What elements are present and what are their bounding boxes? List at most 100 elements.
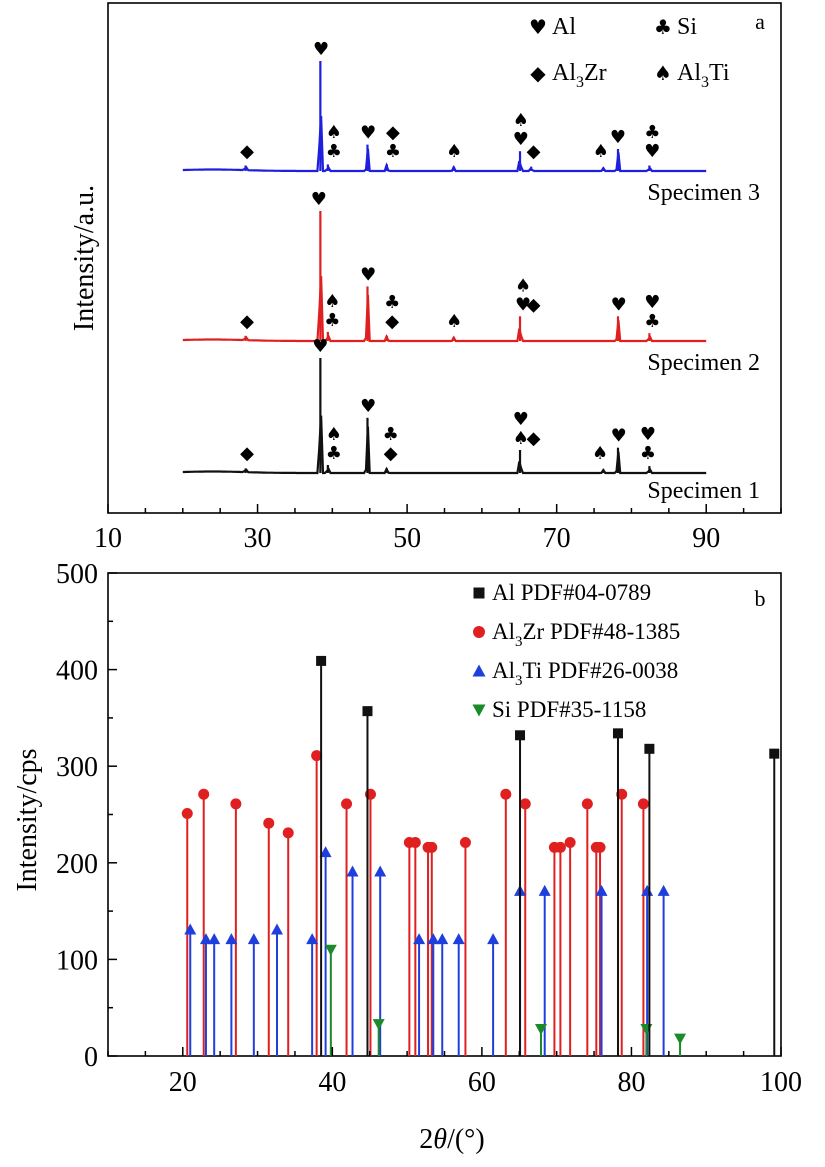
- triangle-up-marker: [538, 884, 551, 896]
- panel-a-x-ticks: 10 30 50 70 90: [94, 504, 782, 554]
- triangle-up-marker: [427, 933, 440, 945]
- al-icon: ♥: [360, 123, 376, 144]
- circle-marker: [282, 827, 294, 839]
- al-icon: ♥: [513, 409, 529, 430]
- legend-entry-al3ti-pdf-26-0038: Al3Ti PDF#26-0038: [472, 658, 678, 689]
- al-icon: ♥: [529, 15, 547, 39]
- series-label-specimen-3: Specimen 3: [647, 180, 760, 206]
- circle-marker: [554, 841, 566, 853]
- legend-label: Al3Zr: [552, 60, 607, 91]
- panel-a-x-tick-label: 50: [393, 523, 421, 554]
- triangle-down-marker: [324, 944, 337, 956]
- circle-marker: [181, 808, 193, 820]
- triangle-up-marker: [346, 865, 359, 877]
- series-line-specimen-2: [182, 276, 707, 343]
- al-icon: ♥: [311, 189, 327, 210]
- panel-b-x-tick-label: 60: [468, 1067, 496, 1098]
- legend-entry-al3zr-pdf-48-1385: Al3Zr PDF#48-1385: [473, 619, 680, 650]
- panel-a-xrd-patterns: Specimen 3◆♥♣♠ ♥♣◆♠♥♠◆ ♠♥♥♣Specimen 2◆♥♣♠♥…: [69, 2, 782, 554]
- si-icon: ♣: [644, 311, 660, 332]
- si-icon: ♣: [640, 443, 656, 464]
- panel-b-y-tick-label: 300: [56, 752, 98, 783]
- al3ti-icon: ♠: [513, 428, 529, 449]
- al-icon: ♥: [644, 141, 660, 162]
- al3zr-icon: ◆: [386, 122, 400, 143]
- square-marker: [644, 743, 655, 754]
- legend-label: Si PDF#35-1158: [492, 697, 646, 722]
- panel-b-x-axis-label: 2θ/(°): [419, 1124, 484, 1155]
- triangle-up-marker: [208, 933, 221, 945]
- series-al3ti-pdf-26-0038: [184, 846, 670, 1056]
- panel-b-y-tick-label: 100: [56, 945, 98, 976]
- legend-entry-al3zr: ◆ Al3Zr: [530, 60, 606, 91]
- triangle-down-marker: [472, 704, 486, 717]
- square-marker: [473, 587, 485, 599]
- legend-label: Si: [677, 14, 697, 40]
- al-icon: ♥: [644, 292, 660, 313]
- triangle-up-marker: [487, 933, 500, 945]
- circle-marker: [263, 817, 275, 829]
- si-icon: ♣: [326, 141, 342, 162]
- panel-b-x-tick-label: 80: [617, 1067, 645, 1098]
- legend-entry-si-pdf-35-1158: Si PDF#35-1158: [472, 697, 646, 722]
- square-marker: [769, 748, 780, 759]
- legend-label: Al3Ti PDF#26-0038: [492, 658, 678, 689]
- al-icon: ♥: [611, 426, 627, 447]
- series-specimen-1: Specimen 1◆♥♣♠♥◆♣ ♠♥◆♠♥♣♥: [182, 336, 760, 504]
- al3zr-icon: ◆: [385, 311, 399, 332]
- circle-marker: [459, 837, 471, 849]
- si-icon: ♣: [654, 15, 672, 39]
- series-specimen-2: Specimen 2◆♥♣♠♥◆♣♠♥♠◆ ♥♣♥: [182, 189, 760, 376]
- circle-marker: [594, 841, 606, 853]
- al-icon: ♥: [312, 336, 328, 357]
- panel-b-x-tick-label: 40: [318, 1067, 346, 1098]
- triangle-up-marker: [184, 923, 197, 935]
- triangle-up-marker: [595, 884, 608, 896]
- circle-marker: [198, 788, 210, 800]
- panel-b-x-tick-label: 100: [760, 1067, 802, 1098]
- al3ti-icon: ♠: [654, 61, 672, 85]
- al-icon: ♥: [611, 294, 627, 315]
- panel-b-y-ticks: 0 100 200 300 400 500: [56, 559, 117, 1073]
- si-icon: ♣: [384, 292, 400, 313]
- al3ti-icon: ♠: [593, 141, 609, 162]
- al3ti-icon: ♠: [513, 110, 529, 131]
- circle-marker: [564, 837, 576, 849]
- si-icon: ♣: [383, 424, 399, 445]
- panel-b-legend: Al PDF#04-0789 Al3Zr PDF#48-1385 Al3Ti PDF…: [472, 580, 680, 722]
- legend-entry-si: ♣ Si: [654, 14, 697, 40]
- al3ti-icon: ♠: [446, 311, 462, 332]
- series-label-specimen-1: Specimen 1: [647, 478, 760, 504]
- al-icon: ♥: [515, 294, 531, 315]
- al3zr-icon: ◆: [527, 294, 541, 315]
- al-icon: ♥: [610, 127, 626, 148]
- al-icon: ♥: [360, 396, 376, 417]
- series-label-specimen-2: Specimen 2: [647, 350, 760, 376]
- panel-a-y-axis-label: Intensity/a.u.: [69, 185, 100, 331]
- circle-marker: [500, 788, 512, 800]
- square-marker: [316, 655, 327, 666]
- triangle-up-marker: [436, 933, 449, 945]
- si-icon: ♣: [385, 141, 401, 162]
- circle-marker: [637, 798, 649, 810]
- al3zr-icon: ◆: [240, 311, 254, 332]
- triangle-up-marker: [225, 933, 238, 945]
- panel-b-series-group: [181, 655, 780, 1056]
- panel-b-pdf-reference: Al PDF#04-0789 Al3Zr PDF#48-1385 Al3Ti PDF…: [12, 559, 802, 1155]
- triangle-up-marker: [247, 933, 260, 945]
- circle-marker: [581, 798, 593, 810]
- legend-entry-al-pdf-04-0789: Al PDF#04-0789: [473, 580, 651, 605]
- triangle-down-marker: [372, 1019, 385, 1031]
- triangle-up-marker: [270, 923, 283, 935]
- al3zr-icon: ◆: [240, 141, 254, 162]
- triangle-down-marker: [674, 1033, 687, 1045]
- legend-label: Al PDF#04-0789: [492, 580, 651, 605]
- series-line-specimen-1: [182, 415, 707, 475]
- al-icon: ♥: [313, 39, 329, 60]
- triangle-up-marker: [306, 933, 319, 945]
- al3ti-icon: ♠: [446, 141, 462, 162]
- legend-label: Al3Zr PDF#48-1385: [492, 619, 680, 650]
- al3zr-icon: ◆: [527, 428, 541, 449]
- series-specimen-3: Specimen 3◆♥♣♠ ♥♣◆♠♥♠◆ ♠♥♥♣: [182, 39, 760, 206]
